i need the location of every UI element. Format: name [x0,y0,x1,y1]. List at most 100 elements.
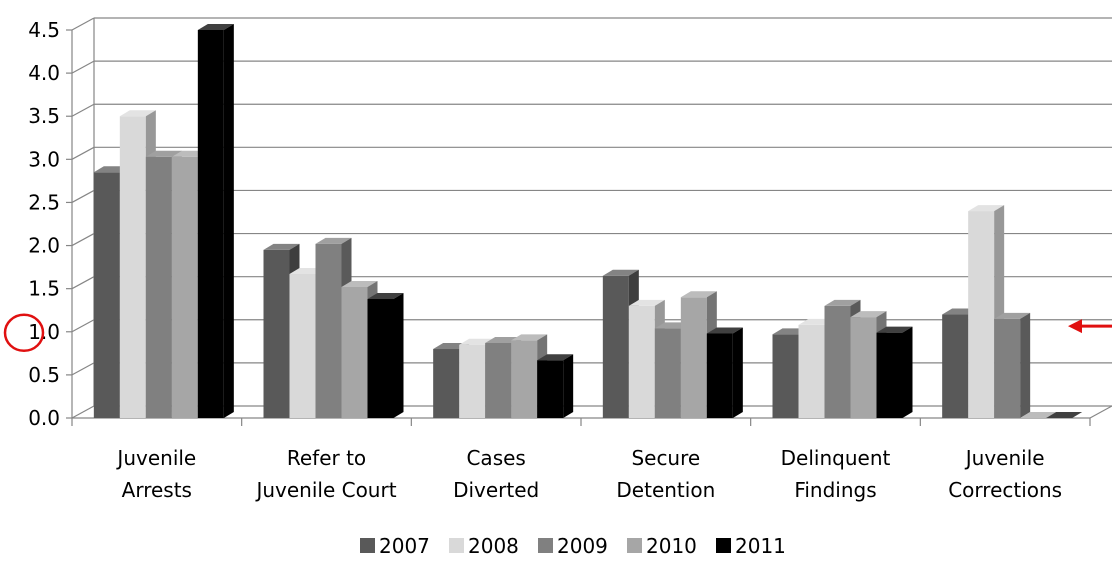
legend-label-2007: 2007 [379,534,430,558]
bar-side [223,24,234,418]
bar-front [289,274,316,418]
bar-front [511,340,538,418]
bar-front [706,333,733,418]
bar-top [602,269,639,276]
y-tick-label: 1.5 [28,277,60,301]
bar-side [393,293,404,418]
x-category-label: Juvenile Court [254,478,396,502]
bar-top [537,354,574,361]
bar-front [772,334,799,418]
legend-swatch-2010 [627,538,642,553]
bar-top [1020,412,1057,418]
legend-swatch-2009 [538,538,553,553]
bar-front [197,30,224,418]
bar-2011-5 [1046,412,1083,418]
bar-front [602,275,629,418]
gridline-side [71,276,95,290]
bar-front [654,328,681,418]
bar-top [367,293,404,300]
bar-front [680,297,707,418]
x-category-label: Delinquent [781,446,891,470]
bar-front [315,243,342,418]
bar-top [968,205,1005,212]
bar-front [459,344,486,418]
legend: 2007 2008 2009 2010 2011 [360,534,786,558]
bar-2011-3 [706,327,743,418]
bar-top [706,327,743,334]
x-category-label: Detention [616,478,715,502]
bar-front [341,286,368,418]
bar-top [628,299,665,306]
bar-2011-4 [876,326,913,418]
bar-top [850,311,887,318]
y-tick-label: 0.5 [28,363,60,387]
x-category-label: Corrections [948,478,1062,502]
legend-swatch-2011 [716,538,731,553]
y-tick-label: 2.0 [28,234,60,258]
bar-front [968,211,995,418]
legend-label-2009: 2009 [557,534,608,558]
legend-swatch-2008 [449,538,464,553]
gridline-side [71,60,95,74]
bar-top [341,280,378,287]
legend-label-2010: 2010 [646,534,697,558]
bar-top [876,326,913,333]
bar-front [367,299,394,418]
bar-side [563,354,574,418]
bar-front [433,349,460,418]
x-category-label: Secure [631,446,700,470]
bar-front [942,314,969,418]
arrow-head [1068,319,1082,334]
bar-top [1046,412,1083,418]
bar-2011-2 [537,354,574,418]
y-tick-label: 2.5 [28,190,60,214]
legend-swatch-2007 [360,538,375,553]
bar-front [537,360,564,418]
bar-front [485,342,512,418]
bar-top [994,312,1031,319]
highlight-circle [3,313,45,353]
x-category-label: Cases [466,446,525,470]
gridline-side [71,17,95,31]
bar-front [824,305,851,418]
bar-2009-5 [994,312,1031,418]
bar-front [119,116,146,418]
bar-front [628,305,655,418]
y-tick-label: 4.0 [28,61,60,85]
y-tick-label: 4.5 [28,18,60,42]
gridline-side [71,405,95,419]
bar-front [994,318,1021,418]
y-tick-label: 0.0 [28,406,60,430]
bar-front [876,332,903,418]
x-category-label: Diverted [453,478,539,502]
gridline-side [71,189,95,203]
bar-top [315,237,352,244]
gridline-side [71,233,95,247]
x-category-label: Arrests [122,478,192,502]
bar-front [93,172,120,418]
y-tick-label: 3.5 [28,104,60,128]
bar-top [197,24,234,30]
bar-top [824,299,861,306]
bar-top [511,334,548,341]
legend-label-2011: 2011 [735,534,786,558]
bar-side [732,327,743,418]
bars [93,24,1083,418]
bar-side [1020,312,1031,418]
x-category-label: Findings [794,478,876,502]
gridline-side [71,362,95,376]
floor-right-edge [1089,405,1112,419]
bar-top [145,150,182,157]
bar-side [902,326,913,418]
bar-front [263,249,290,418]
bar-front [145,156,172,418]
x-category-label: Juvenile [964,446,1045,470]
bar-2010-5 [1020,412,1057,418]
gridline-side [71,146,95,160]
bar-top [680,291,717,298]
bar-front [850,317,877,418]
gridline-side [71,319,95,333]
bar-top [119,110,156,117]
